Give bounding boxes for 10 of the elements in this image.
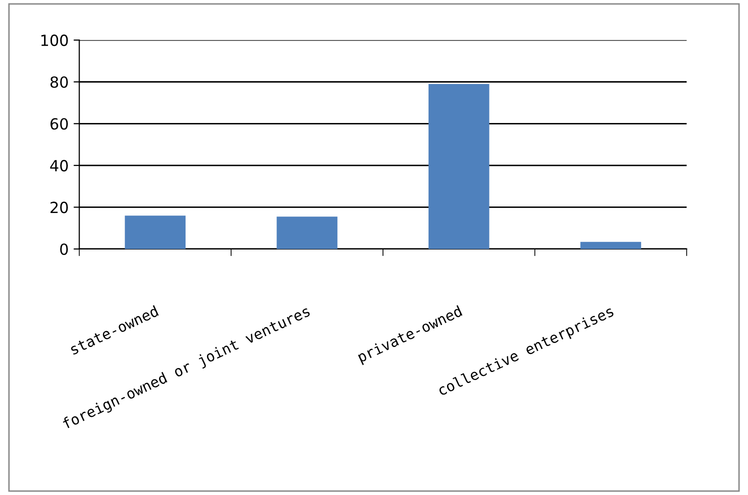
y-tick-label: 0 (60, 243, 68, 256)
bar (428, 84, 490, 249)
y-tick-label: 40 (50, 160, 68, 172)
bar (124, 216, 186, 249)
y-tick-label: 80 (50, 76, 68, 88)
bar (580, 242, 642, 249)
bar (276, 216, 338, 249)
y-tick-label: 20 (50, 202, 68, 214)
y-tick-label: 100 (41, 34, 68, 46)
y-tick-label: 60 (50, 118, 68, 130)
